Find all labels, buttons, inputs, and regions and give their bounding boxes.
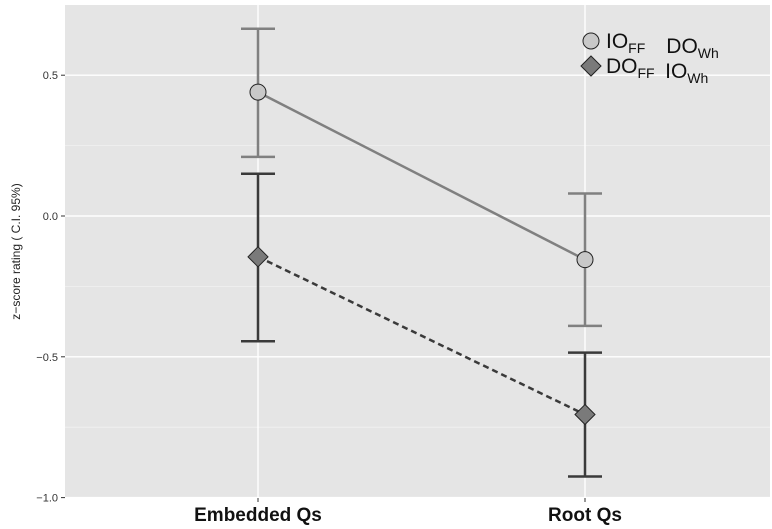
y-tick-label: −0.5 [36, 352, 58, 364]
plot-background [65, 5, 770, 498]
legend-marker [582, 32, 600, 50]
series-1 [241, 27, 602, 328]
legend-label: DOFF IOWh [606, 55, 708, 86]
legend-label: IOFF DOWh [606, 30, 719, 61]
series-2 [241, 172, 602, 478]
data-point [247, 246, 269, 268]
legend-item-1: IOFF DOWh [582, 30, 719, 61]
series-layer [241, 27, 602, 478]
x-axis-ticks: Embedded Qs Root Qs [194, 498, 622, 526]
legend-marker [580, 55, 602, 77]
y-tick-label: 0.0 [43, 211, 58, 223]
data-point [576, 251, 594, 269]
legend-item-2: DOFF IOWh [580, 55, 708, 86]
grid-minor [65, 145, 770, 428]
series-line [257, 90, 586, 261]
x-tick-label: Embedded Qs [194, 505, 322, 526]
y-tick-label: −1.0 [36, 493, 58, 505]
y-tick-label: 0.5 [43, 70, 58, 82]
x-tick-label: Root Qs [548, 505, 622, 526]
y-axis-label: z−score rating ( C.I. 95%) [9, 183, 23, 319]
data-point [574, 403, 596, 426]
series-line [257, 255, 586, 416]
data-point [249, 83, 267, 101]
y-axis-ticks: −1.0 −0.5 0.0 0.5 [36, 70, 65, 505]
